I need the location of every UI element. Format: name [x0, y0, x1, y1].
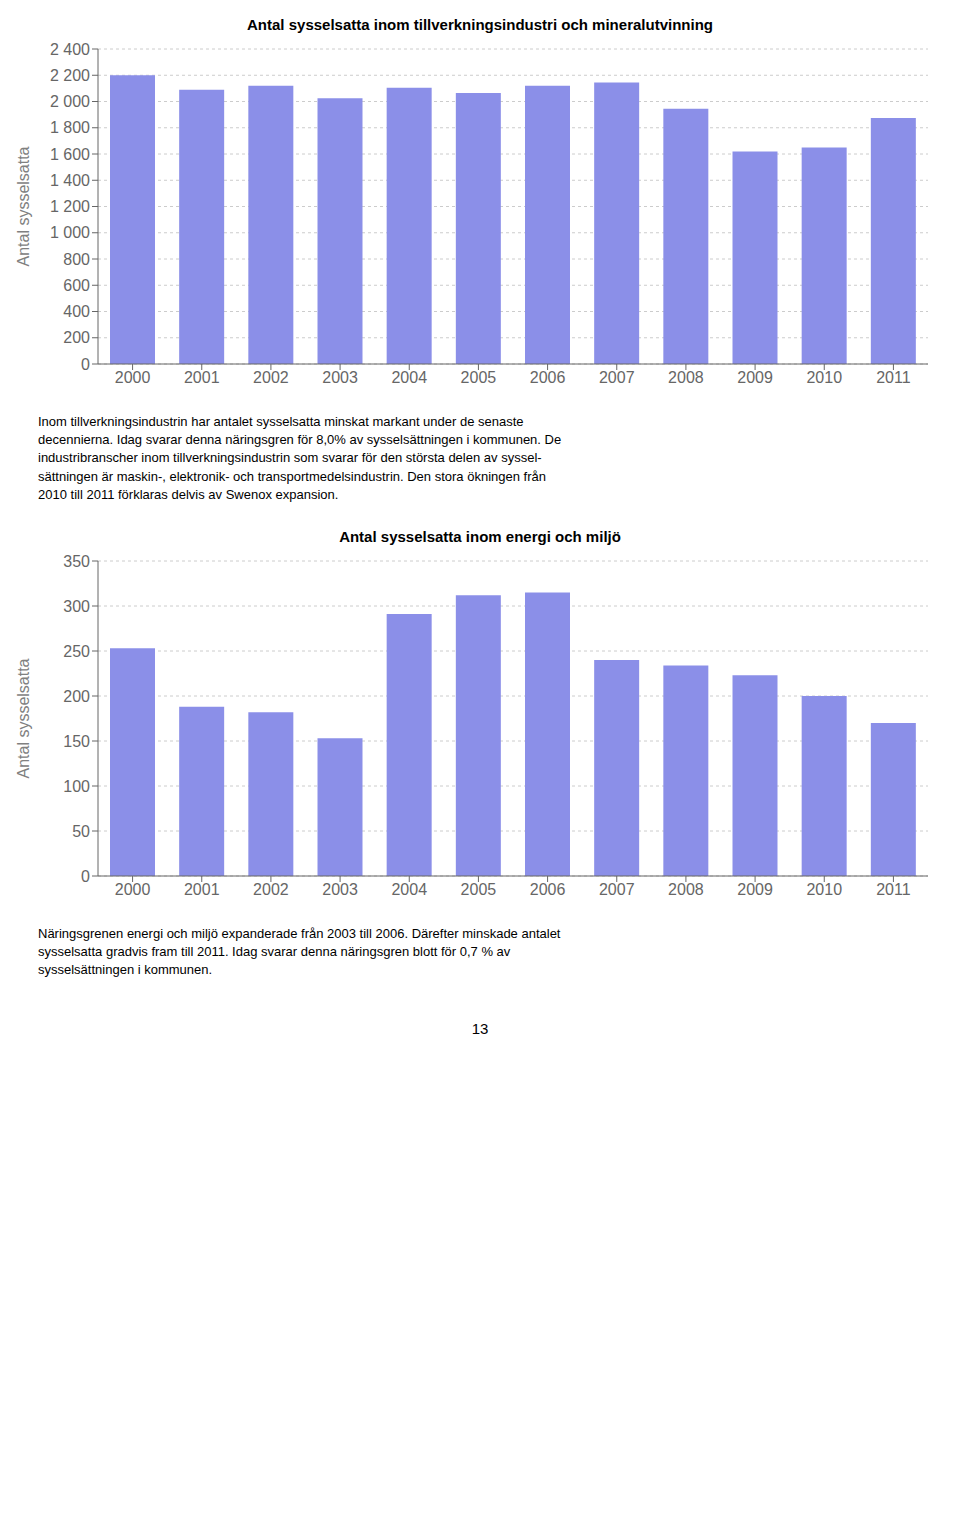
html-text:13: 13 [471, 1019, 489, 1037]
html-text:decennierna. Idag svarar denna: decennierna. Idag svarar denna näringsgr… [38, 432, 562, 448]
svg-text:2003: 2003 [322, 881, 358, 898]
svg-text:2005: 2005 [461, 369, 497, 386]
svg-text:2004: 2004 [391, 369, 427, 386]
svg-text:300: 300 [63, 598, 90, 615]
svg-text:2008: 2008 [668, 369, 704, 386]
svg-text:200: 200 [63, 688, 90, 705]
html-text:Antal sysselsatta inom tillver: Antal sysselsatta inom tillverkningsindu… [247, 16, 713, 33]
html-text:sysselsättningen i kommunen.: sysselsättningen i kommunen. [38, 962, 213, 978]
svg-text:2002: 2002 [253, 369, 289, 386]
svg-text:Antal sysselsatta: Antal sysselsatta [15, 658, 32, 778]
svg-text:2001: 2001 [184, 369, 220, 386]
svg-text:1 000: 1 000 [50, 224, 90, 241]
svg-text:2007: 2007 [599, 881, 635, 898]
html-text:Antal sysselsatta inom energi: Antal sysselsatta inom energi och miljö [339, 527, 621, 545]
svg-text:2010: 2010 [806, 369, 842, 386]
svg-text:1 800: 1 800 [50, 119, 90, 136]
svg-text:0: 0 [81, 868, 90, 885]
svg-text:2006: 2006 [530, 881, 566, 898]
html-text:sysselsatta gradvis fram till: sysselsatta gradvis fram till 2011. Idag… [38, 944, 511, 960]
svg-text:600: 600 [63, 277, 90, 294]
svg-text:250: 250 [63, 643, 90, 660]
svg-text:2002: 2002 [253, 881, 289, 898]
html-text:2010 till 2011 förklaras delvi: 2010 till 2011 förklaras delvis av Sweno… [38, 486, 339, 502]
html-text:industribranscher inom tillver: industribranscher inom tillverkningsindu… [38, 450, 542, 466]
svg-text:2000: 2000 [115, 369, 151, 386]
svg-text:2003: 2003 [322, 369, 358, 386]
svg-text:100: 100 [63, 778, 90, 795]
html-text:Inom tillverkningsindustrin ha: Inom tillverkningsindustrin har antalet … [38, 414, 524, 429]
svg-text:2007: 2007 [599, 369, 635, 386]
html-text:sättningen är maskin-, elektro: sättningen är maskin-, elektronik- och t… [38, 468, 546, 484]
svg-text:2009: 2009 [737, 369, 773, 386]
svg-text:2004: 2004 [391, 881, 427, 898]
svg-text:2011: 2011 [876, 369, 911, 386]
svg-text:Antal sysselsatta: Antal sysselsatta [15, 146, 32, 266]
svg-text:2006: 2006 [530, 369, 566, 386]
svg-text:2 000: 2 000 [50, 93, 90, 110]
svg-text:0: 0 [81, 356, 90, 373]
svg-text:1 600: 1 600 [50, 146, 90, 163]
svg-text:400: 400 [63, 303, 90, 320]
svg-text:150: 150 [63, 733, 90, 750]
svg-text:2005: 2005 [461, 881, 497, 898]
svg-text:2 200: 2 200 [50, 67, 90, 84]
svg-text:2001: 2001 [184, 881, 220, 898]
svg-text:50: 50 [72, 823, 90, 840]
svg-text:2009: 2009 [737, 881, 773, 898]
svg-text:2008: 2008 [668, 881, 704, 898]
svg-text:350: 350 [63, 553, 90, 570]
svg-text:2011: 2011 [876, 881, 911, 898]
svg-text:2010: 2010 [806, 881, 842, 898]
svg-text:1 200: 1 200 [50, 198, 90, 215]
svg-text:1 400: 1 400 [50, 172, 90, 189]
svg-text:2 400: 2 400 [50, 41, 90, 58]
svg-text:800: 800 [63, 251, 90, 268]
svg-text:2000: 2000 [115, 881, 151, 898]
html-text:Näringsgrenen energi och miljö: Näringsgrenen energi och miljö expandera… [38, 925, 561, 941]
svg-text:200: 200 [63, 329, 90, 346]
